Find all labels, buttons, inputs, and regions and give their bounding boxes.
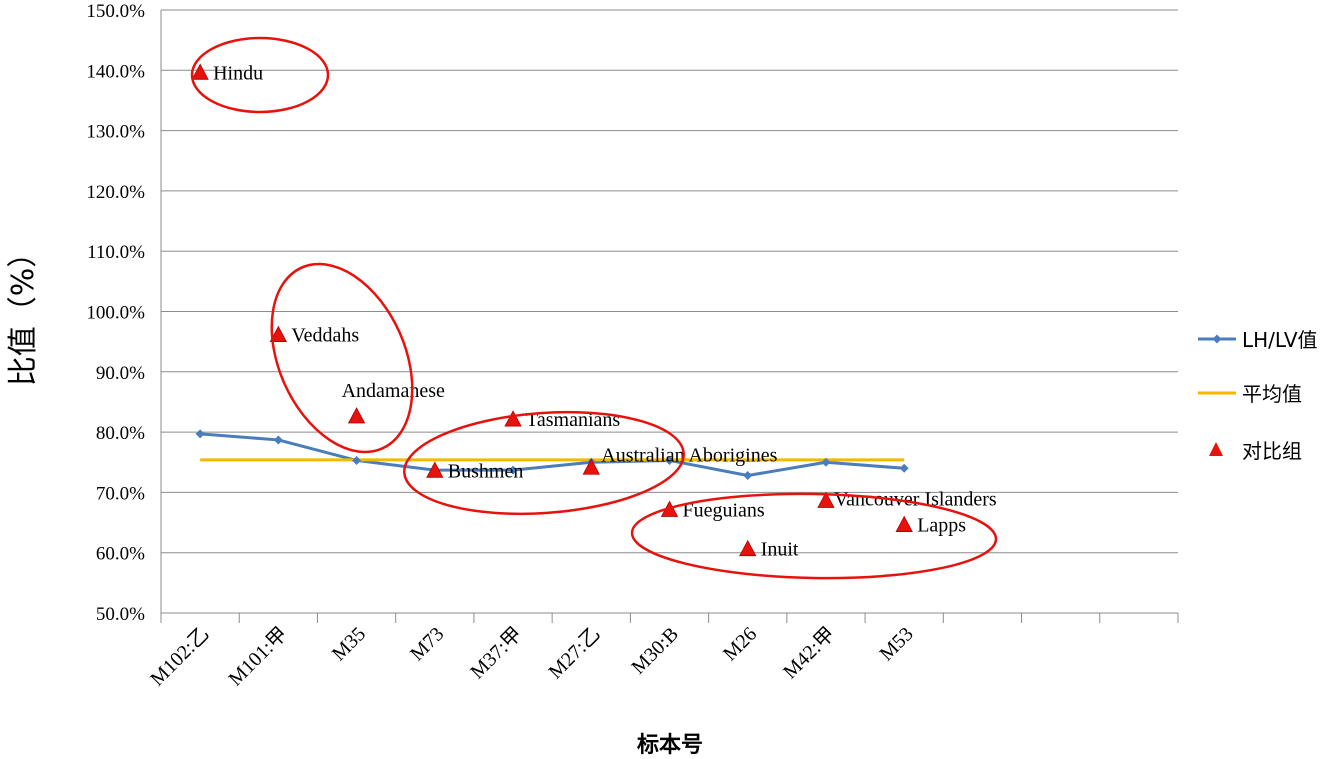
y-tick-label: 100.0% — [86, 303, 145, 324]
x-tick-label: M30:B — [627, 623, 683, 679]
diamond-marker — [195, 429, 205, 439]
point-label: Inuit — [761, 539, 799, 561]
y-tick-label: 80.0% — [96, 423, 145, 444]
x-tick-label: M102:乙 — [146, 623, 213, 690]
gridlines — [161, 9, 1178, 614]
diamond-marker — [821, 457, 831, 467]
legend-triangle-swatch — [1209, 442, 1223, 456]
y-tick-labels: 50.0% 60.0% 70.0% 80.0% 90.0% 100.0% 110.0% 120… — [86, 1, 145, 625]
triangle-marker — [895, 515, 913, 532]
y-axis-label: 比值（%） — [6, 238, 41, 387]
point-label: Tasmanians — [526, 409, 620, 431]
annotation-ellipse — [403, 410, 685, 516]
annotation-ellipses — [190, 36, 998, 580]
x-tick-label: M35 — [328, 623, 370, 665]
legend-diamond-swatch — [1212, 334, 1222, 344]
triangle-marker — [739, 539, 757, 557]
axes — [160, 10, 1179, 623]
x-tick-label: M73 — [406, 623, 448, 665]
y-tick-label: 70.0% — [96, 483, 145, 504]
markers — [191, 63, 913, 557]
point-label: Lapps — [917, 515, 966, 537]
point-labels: Hindu Veddahs Andamanese Bushmen Tasmanians A… — [213, 62, 997, 560]
y-tick-label: 110.0% — [87, 242, 145, 263]
x-tick-label: M53 — [875, 623, 917, 665]
y-tick-label: 50.0% — [96, 604, 145, 625]
series-lines — [200, 432, 905, 478]
point-label: Vancouver Islanders — [834, 488, 997, 510]
diamond-marker — [273, 435, 283, 445]
x-tick-label: M37:甲 — [466, 623, 526, 683]
diamond-marker — [665, 455, 674, 465]
diamond-marker — [899, 463, 909, 473]
point-label: Veddahs — [291, 325, 359, 347]
y-tick-label: 120.0% — [86, 182, 145, 203]
triangle-marker — [347, 407, 366, 424]
triangle-marker — [269, 325, 288, 343]
x-axis-label: 标本号 — [637, 732, 703, 758]
diamond-marker — [743, 471, 753, 481]
x-tick-label: M101:甲 — [224, 623, 291, 690]
x-tick-label: M27:乙 — [544, 623, 604, 683]
triangle-marker — [582, 458, 600, 475]
y-tick-label: 60.0% — [96, 544, 145, 565]
y-tick-label: 150.0% — [86, 1, 145, 22]
series-line — [200, 432, 905, 478]
triangle-marker — [504, 410, 522, 427]
annotation-ellipse — [270, 262, 414, 454]
point-label: Andamanese — [342, 380, 445, 402]
diamond-marker — [352, 455, 362, 465]
point-label: Fueguians — [683, 499, 765, 521]
x-tick-label: M42:甲 — [779, 623, 839, 683]
point-label: Australian Aborigines — [601, 444, 777, 466]
legend-label: 平均值 — [1242, 382, 1302, 406]
point-label: Bushmen — [448, 460, 524, 482]
x-tick-labels: M102:乙 M101:甲 M35 M73 M37:甲 M27:乙 M30:B M26 M42:… — [146, 623, 917, 690]
triangle-marker — [817, 491, 835, 508]
legend-label: 对比组 — [1242, 439, 1302, 463]
diamond-marker — [508, 465, 518, 475]
point-label: Hindu — [213, 62, 263, 84]
annotation-ellipse — [190, 36, 330, 114]
triangle-marker — [426, 461, 444, 478]
annotation-ellipse — [630, 492, 998, 580]
x-tick-label: M26 — [719, 623, 761, 665]
y-tick-label: 140.0% — [86, 61, 145, 82]
y-tick-label: 130.0% — [86, 122, 145, 143]
y-tick-label: 90.0% — [96, 363, 145, 384]
legend-label: LH/LV值 — [1242, 328, 1318, 352]
triangle-marker — [191, 63, 209, 80]
